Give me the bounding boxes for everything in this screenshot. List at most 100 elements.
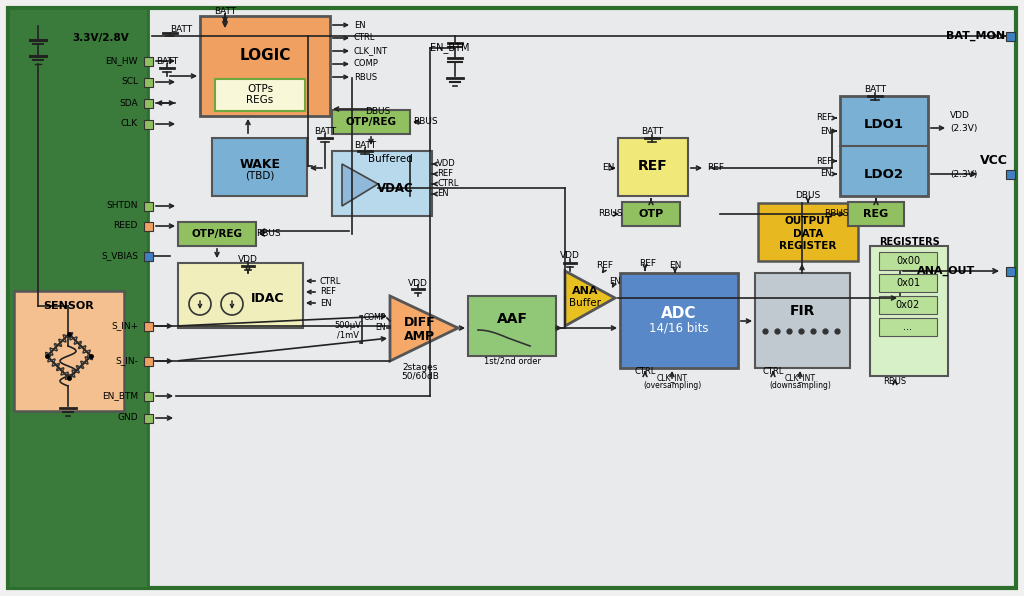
Text: AAF: AAF <box>497 312 527 326</box>
Text: CLK_INT: CLK_INT <box>784 374 815 383</box>
Text: VDAC: VDAC <box>377 182 414 194</box>
Bar <box>143 98 153 107</box>
Text: REF: REF <box>638 159 668 173</box>
FancyBboxPatch shape <box>879 296 937 314</box>
FancyBboxPatch shape <box>178 263 303 328</box>
Text: OTP/REG: OTP/REG <box>191 229 243 239</box>
Text: EN: EN <box>609 277 621 285</box>
Bar <box>143 414 153 423</box>
Bar <box>143 392 153 401</box>
FancyBboxPatch shape <box>200 16 330 116</box>
Text: RBUS: RBUS <box>354 73 377 82</box>
Text: BAT_MON: BAT_MON <box>946 31 1005 41</box>
Bar <box>143 252 153 260</box>
Text: EN: EN <box>319 299 332 308</box>
FancyBboxPatch shape <box>468 296 556 356</box>
Text: S_IN-: S_IN- <box>115 356 138 365</box>
Text: CTRL: CTRL <box>634 368 655 377</box>
Text: CTRL: CTRL <box>354 33 376 42</box>
Text: BATT: BATT <box>641 128 664 136</box>
Text: EN: EN <box>602 163 614 172</box>
Text: REF: REF <box>437 169 453 178</box>
Text: (2.3V): (2.3V) <box>950 169 977 178</box>
Text: REG: REG <box>863 209 889 219</box>
Text: GND: GND <box>118 414 138 423</box>
FancyBboxPatch shape <box>215 79 305 111</box>
Text: CTRL: CTRL <box>437 179 459 188</box>
Text: REF: REF <box>707 163 724 172</box>
Text: EN: EN <box>354 20 366 29</box>
FancyBboxPatch shape <box>618 138 688 196</box>
Text: VDD: VDD <box>950 111 970 120</box>
Text: CLK: CLK <box>121 120 138 129</box>
FancyBboxPatch shape <box>14 291 124 411</box>
FancyBboxPatch shape <box>758 203 858 261</box>
Text: BATT: BATT <box>156 57 178 66</box>
FancyBboxPatch shape <box>8 8 148 588</box>
Text: LOGIC: LOGIC <box>240 48 291 64</box>
Text: FIR: FIR <box>790 304 815 318</box>
Text: BATT: BATT <box>354 141 376 151</box>
Text: IDAC: IDAC <box>251 291 285 305</box>
Text: SCL: SCL <box>121 77 138 86</box>
Bar <box>1006 32 1015 41</box>
Text: RBUS: RBUS <box>413 117 437 126</box>
Text: RBUS: RBUS <box>884 377 906 386</box>
Text: BATT: BATT <box>314 126 336 135</box>
FancyBboxPatch shape <box>178 222 256 246</box>
Text: EN_BTM: EN_BTM <box>101 392 138 401</box>
Text: VCC: VCC <box>980 154 1008 166</box>
Text: Buffered: Buffered <box>368 154 413 164</box>
Text: 1st/2nd order: 1st/2nd order <box>483 356 541 365</box>
FancyBboxPatch shape <box>212 138 307 196</box>
Text: COMP: COMP <box>364 313 386 322</box>
Text: (2.3V): (2.3V) <box>950 123 977 132</box>
FancyBboxPatch shape <box>879 252 937 270</box>
Text: RBUS: RBUS <box>823 210 848 219</box>
FancyBboxPatch shape <box>332 110 410 134</box>
FancyBboxPatch shape <box>848 202 904 226</box>
Text: CLK_INT: CLK_INT <box>354 46 388 55</box>
Text: SDA: SDA <box>120 98 138 107</box>
Text: ANA: ANA <box>571 286 598 296</box>
FancyBboxPatch shape <box>870 246 948 376</box>
Text: VDD: VDD <box>437 160 456 169</box>
Text: 3.3V/2.8V: 3.3V/2.8V <box>72 33 129 43</box>
Text: 14/16 bits: 14/16 bits <box>649 321 709 334</box>
Text: REF: REF <box>640 259 656 269</box>
Text: 0x01: 0x01 <box>896 278 920 288</box>
Text: LDO1: LDO1 <box>864 117 904 131</box>
Bar <box>143 356 153 365</box>
FancyBboxPatch shape <box>840 96 928 196</box>
Text: AMP: AMP <box>404 330 435 343</box>
Text: EN: EN <box>437 190 449 198</box>
Text: OTP/REG: OTP/REG <box>345 117 396 127</box>
Text: 500μV: 500μV <box>335 321 361 331</box>
Text: ...: ... <box>903 322 912 332</box>
Text: OUTPUT: OUTPUT <box>784 216 831 226</box>
Text: (oversampling): (oversampling) <box>643 381 701 390</box>
Text: REED: REED <box>114 222 138 231</box>
Text: ADC: ADC <box>662 306 696 321</box>
Text: 2stages: 2stages <box>402 364 437 372</box>
Text: EN_HW: EN_HW <box>105 57 138 66</box>
Text: LDO2: LDO2 <box>864 167 904 181</box>
FancyBboxPatch shape <box>622 202 680 226</box>
Text: (downsampling): (downsampling) <box>769 381 830 390</box>
Text: REF: REF <box>816 113 831 123</box>
Text: RBUS: RBUS <box>598 210 623 219</box>
Text: REGs: REGs <box>247 95 273 105</box>
Text: VDD: VDD <box>238 254 258 263</box>
Text: VDD: VDD <box>408 278 428 287</box>
FancyBboxPatch shape <box>879 274 937 292</box>
Text: RBUS: RBUS <box>256 229 281 238</box>
Bar <box>143 57 153 66</box>
Bar <box>143 201 153 210</box>
Text: WAKE: WAKE <box>240 157 281 170</box>
Text: (TBD): (TBD) <box>246 171 274 181</box>
Text: VDD: VDD <box>560 252 580 260</box>
Text: CTRL: CTRL <box>762 368 783 377</box>
Polygon shape <box>565 271 615 326</box>
Text: BATT: BATT <box>214 7 237 15</box>
Text: S_IN+: S_IN+ <box>111 321 138 331</box>
